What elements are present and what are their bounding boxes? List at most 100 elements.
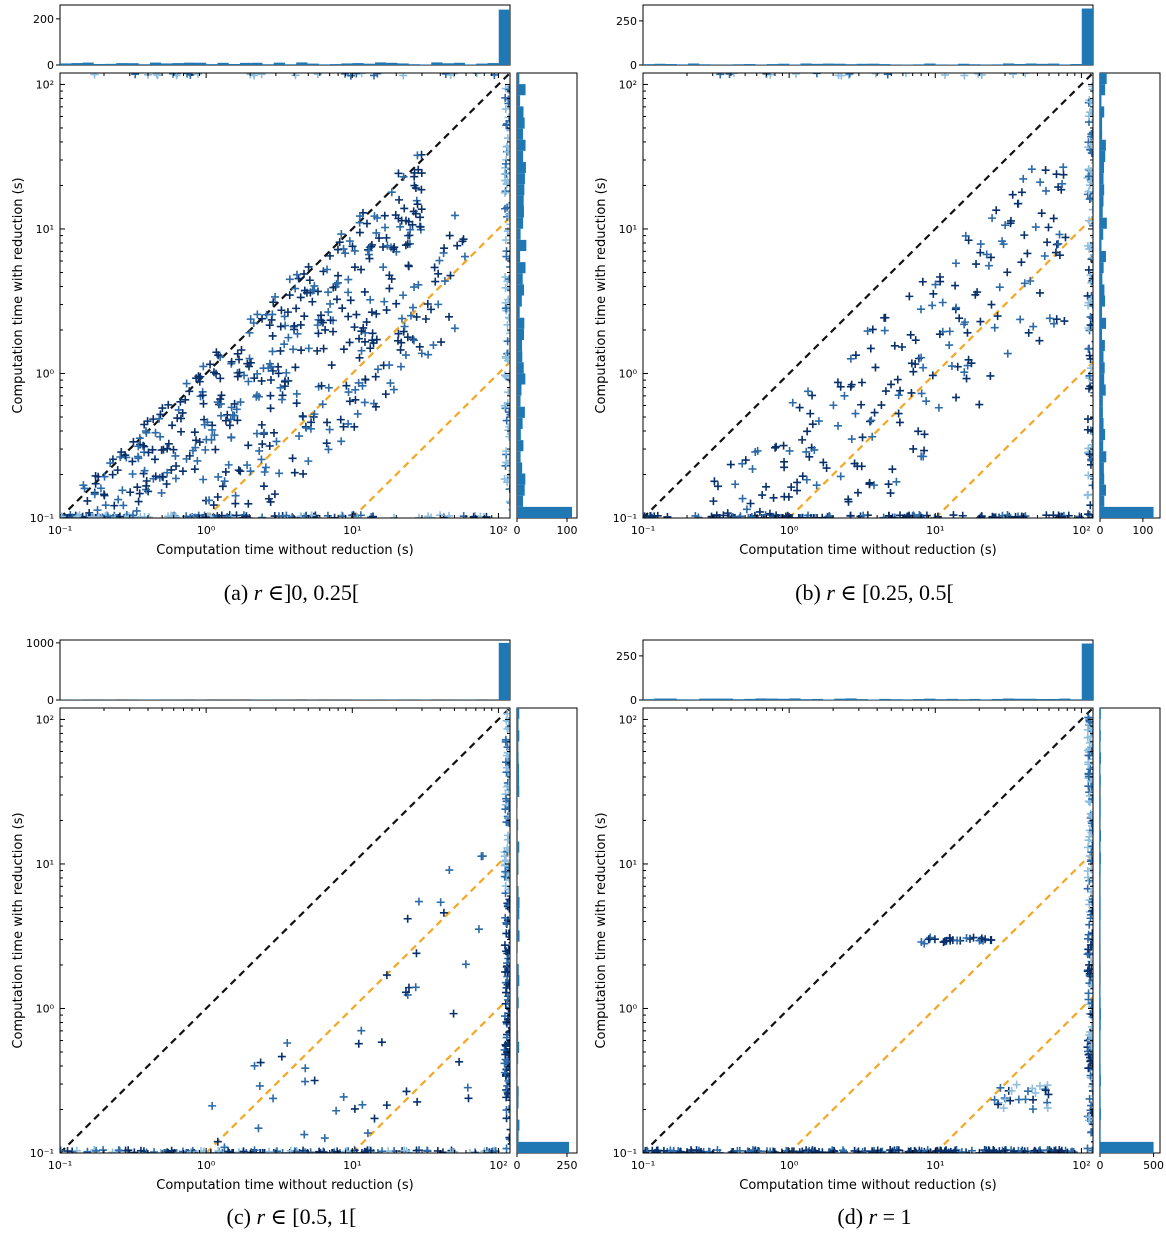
top-hist-bar (958, 63, 970, 65)
data-point (1087, 999, 1093, 1008)
data-point (1028, 1084, 1037, 1093)
data-point (339, 422, 348, 431)
data-point (357, 346, 366, 355)
right-hist-bar (517, 863, 519, 875)
top-hist-bar (744, 698, 756, 700)
data-point (371, 372, 380, 381)
data-point (212, 348, 221, 357)
data-point (225, 1149, 234, 1153)
data-point (506, 900, 510, 903)
data-point (453, 241, 462, 250)
data-point (236, 398, 245, 407)
top-hist-bar (688, 699, 700, 700)
x-tick-label: 10⁻¹ (48, 1159, 72, 1172)
data-point (1089, 1104, 1093, 1113)
data-point (401, 351, 410, 360)
data-point (426, 305, 435, 314)
right-hist-bar (517, 306, 520, 318)
data-point (414, 280, 423, 289)
top-hist-bar (1081, 643, 1093, 700)
data-point (741, 456, 750, 465)
data-point (394, 214, 403, 223)
data-point (266, 404, 275, 413)
top-hist-bar (397, 63, 409, 65)
data-point (987, 300, 996, 309)
x-tick-label: 10² (489, 1159, 507, 1172)
data-point (396, 222, 405, 231)
data-point (250, 73, 259, 80)
data-point (412, 312, 421, 321)
data-point (1088, 1010, 1093, 1019)
data-point (313, 346, 322, 355)
right-hist-bar (1100, 351, 1104, 363)
data-point (80, 484, 89, 493)
data-point (209, 501, 218, 510)
orange-reference-line-1 (205, 215, 510, 518)
data-point (503, 1089, 510, 1098)
data-point (408, 303, 417, 312)
right-hist-bar (1100, 774, 1101, 786)
orange-reference-line-2 (934, 995, 1093, 1153)
data-point (301, 1077, 310, 1086)
data-point (344, 419, 353, 428)
orange-reference-line-2 (351, 995, 510, 1153)
data-point (335, 1149, 344, 1153)
data-point (1083, 843, 1092, 852)
data-point (501, 352, 510, 361)
data-point (871, 73, 880, 78)
data-point (506, 838, 510, 841)
data-point (220, 477, 229, 486)
data-point (976, 248, 985, 257)
data-point (415, 342, 424, 351)
data-point (278, 1149, 287, 1153)
data-point (396, 345, 405, 354)
right-hist-bar (517, 406, 525, 418)
top-hist-bar (1059, 64, 1071, 65)
data-point (829, 401, 838, 410)
right-histogram-frame (1099, 72, 1161, 519)
top-hist-bar (1059, 698, 1071, 700)
right-hist-bar (1100, 184, 1105, 196)
data-point (172, 1149, 181, 1153)
data-point (1054, 239, 1063, 248)
data-point (441, 73, 450, 78)
data-point (353, 513, 362, 518)
right-hist-bar (517, 1030, 519, 1042)
data-point (95, 513, 104, 518)
data-point (924, 935, 933, 944)
data-point (504, 901, 510, 910)
data-point (73, 512, 82, 518)
data-point (505, 1028, 510, 1037)
top-hist-bar (733, 699, 745, 700)
right-hist-bar (517, 84, 526, 96)
data-point (905, 292, 914, 301)
data-point (355, 353, 364, 362)
data-point (313, 73, 322, 79)
chart-panel-0: 10⁻¹ 10⁻¹ 10⁰ 10⁰ 10¹ 10¹ 10² 10² Computation ti… (0, 0, 583, 575)
top-hist-bar (127, 63, 139, 65)
data-point (834, 73, 843, 80)
data-point (1084, 471, 1093, 480)
data-point (922, 397, 931, 406)
data-point (1006, 219, 1015, 228)
data-point (505, 85, 510, 94)
data-point (1027, 165, 1036, 174)
chart-panel-3: 10⁻¹ 10⁻¹ 10⁰ 10⁰ 10¹ 10¹ 10² 10² Computation ti… (583, 635, 1166, 1210)
data-point (501, 867, 510, 876)
data-point (710, 477, 719, 486)
data-point (134, 442, 143, 451)
data-point (1049, 319, 1058, 328)
data-point (793, 486, 802, 495)
data-point (1091, 162, 1093, 164)
data-point (337, 437, 346, 446)
top-hist-bar (498, 9, 510, 65)
data-point (164, 400, 173, 409)
data-point (1017, 258, 1026, 267)
data-point (888, 465, 897, 474)
right-hist-bar (1100, 462, 1104, 474)
data-point (806, 409, 815, 418)
data-point (1085, 195, 1093, 204)
data-point (851, 351, 860, 360)
data-point (360, 337, 369, 346)
data-point (194, 73, 203, 78)
